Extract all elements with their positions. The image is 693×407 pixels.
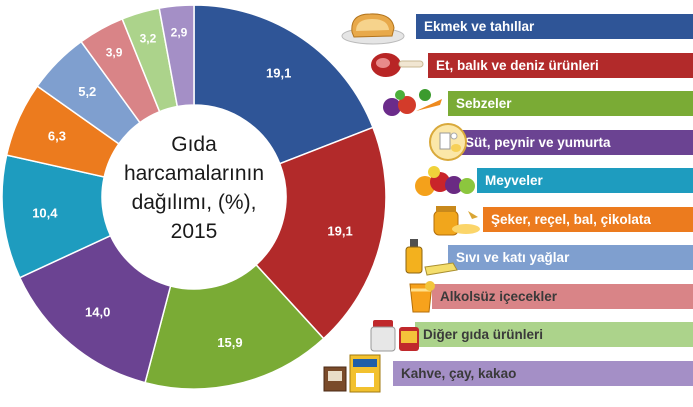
legend-label: Meyveler <box>477 168 693 193</box>
legend-label: Süt, peynir ve yumurta <box>457 130 693 155</box>
slice-value-label: 2,9 <box>171 26 188 40</box>
slice-value-label: 14,0 <box>85 304 110 319</box>
legend-label: Alkolsüz içecekler <box>432 284 693 309</box>
slice-value-label: 5,2 <box>78 84 96 99</box>
legend-item: Et, balık ve deniz ürünleri <box>320 45 693 85</box>
jar-icon <box>360 314 430 354</box>
legend-item: Sıvı ve katı yağlar <box>320 237 693 277</box>
legend-item: Diğer gıda ürünleri <box>320 314 693 354</box>
vegetables-icon <box>380 83 450 123</box>
slice-value-label: 3,2 <box>140 32 157 46</box>
slice-value-label: 19,1 <box>266 66 291 81</box>
legend-item: Ekmek ve tahıllar <box>320 6 693 46</box>
legend-item: Alkolsüz içecekler <box>320 276 693 316</box>
chart-title-line: dağılımı, (%), <box>131 191 257 214</box>
tea-box-icon <box>320 353 390 393</box>
slice-value-label: 15,9 <box>217 335 242 350</box>
legend-item: Kahve, çay, kakao <box>320 353 693 393</box>
bread-icon <box>340 6 410 46</box>
donut-slice <box>255 126 387 340</box>
slice-value-label: 3,9 <box>106 46 123 60</box>
donut-slice <box>158 4 195 108</box>
legend-label: Kahve, çay, kakao <box>393 361 693 386</box>
juice-glass-icon <box>392 276 462 316</box>
donut-slice <box>144 263 325 390</box>
legend-label: Ekmek ve tahıllar <box>416 14 693 39</box>
legend-label: Diğer gıda ürünleri <box>415 322 693 347</box>
chart-title-line: Gıda <box>171 133 217 156</box>
legend-item: Sebzeler <box>320 83 693 123</box>
dairy-icon <box>418 122 488 162</box>
slice-value-label: 19,1 <box>327 224 352 239</box>
legend-label: Et, balık ve deniz ürünleri <box>428 53 693 78</box>
legend-item: Süt, peynir ve yumurta <box>320 122 693 162</box>
legend-label: Sebzeler <box>448 91 693 116</box>
slice-value-label: 10,4 <box>32 205 58 220</box>
ham-icon <box>360 45 430 85</box>
donut-slice <box>193 4 374 165</box>
oil-bottle-icon <box>395 237 465 277</box>
slice-value-label: 6,3 <box>48 129 66 144</box>
legend-item: Şeker, reçel, bal, çikolata <box>320 199 693 239</box>
chart-title-line: harcamalarının <box>123 162 265 185</box>
legend-item: Meyveler <box>320 160 693 200</box>
honey-icon <box>420 199 490 239</box>
chart-title-line: 2015 <box>170 220 218 243</box>
chart-title: Gıda harcamalarının dağılımı, (%), 2015 <box>110 130 278 246</box>
legend-label: Şeker, reçel, bal, çikolata <box>483 207 693 232</box>
fruits-icon <box>412 160 482 200</box>
legend-label: Sıvı ve katı yağlar <box>448 245 693 270</box>
